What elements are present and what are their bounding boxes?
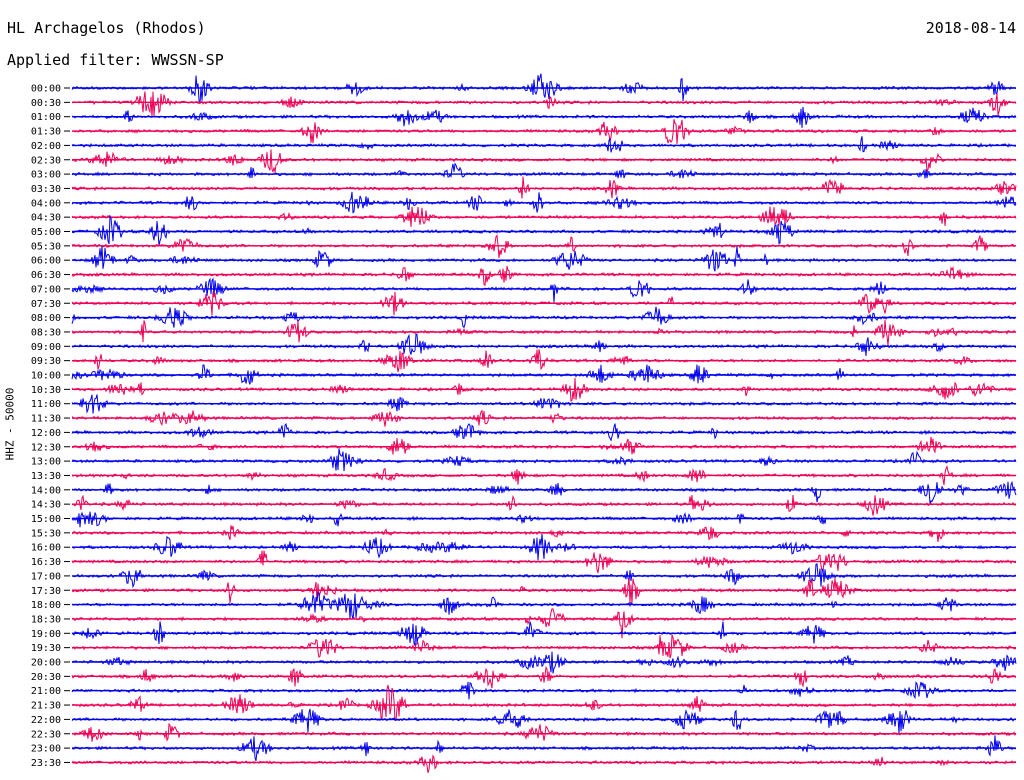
time-tick-label: 07:30 xyxy=(31,299,61,310)
seismic-trace xyxy=(71,665,1017,689)
seismic-trace xyxy=(71,578,1017,604)
time-tick-label: 10:30 xyxy=(31,385,61,396)
time-tick-label: 17:30 xyxy=(31,586,61,597)
time-tick-label: 14:30 xyxy=(31,500,61,511)
seismic-trace xyxy=(71,722,1017,742)
time-tick-label: 12:00 xyxy=(31,428,61,439)
time-tick-label: 18:00 xyxy=(31,600,61,611)
time-tick-label: 06:00 xyxy=(31,256,61,267)
seismic-trace xyxy=(71,176,1017,199)
time-tick-label: 15:30 xyxy=(31,528,61,539)
time-tick-label: 01:00 xyxy=(31,112,61,123)
seismic-trace xyxy=(71,149,1017,174)
time-tick-label: 16:30 xyxy=(31,557,61,568)
station-title: HL Archagelos (Rhodos) xyxy=(7,19,206,37)
time-tick-label: 11:30 xyxy=(31,414,61,425)
seismic-trace xyxy=(71,245,1017,272)
time-tick-label: 13:00 xyxy=(31,457,61,468)
seismic-trace xyxy=(71,162,1017,179)
time-tick-label: 23:00 xyxy=(31,744,61,755)
seismic-trace xyxy=(71,591,1017,620)
time-tick-label: 13:30 xyxy=(31,471,61,482)
time-tick-label: 12:30 xyxy=(31,442,61,453)
date-label: 2018-08-14 xyxy=(925,19,1016,37)
time-tick-label: 00:30 xyxy=(31,98,61,109)
time-tick-label: 05:30 xyxy=(31,241,61,252)
seismic-trace xyxy=(71,634,1017,659)
time-tick-label: 08:30 xyxy=(31,327,61,338)
seismic-trace xyxy=(71,277,1017,303)
seismic-trace xyxy=(71,91,1017,118)
time-tick-label: 04:30 xyxy=(31,213,61,224)
filter-label: Applied filter: WWSSN-SP xyxy=(7,51,224,69)
time-tick-label: 02:30 xyxy=(31,155,61,166)
seismic-trace xyxy=(71,754,1017,773)
time-tick-label: 22:00 xyxy=(31,715,61,726)
time-tick-label: 05:00 xyxy=(31,227,61,238)
time-tick-label: 09:00 xyxy=(31,342,61,353)
time-tick-label: 04:00 xyxy=(31,198,61,209)
time-tick-label: 06:30 xyxy=(31,270,61,281)
time-tick-label: 22:30 xyxy=(31,729,61,740)
seismic-trace xyxy=(71,332,1017,356)
time-tick-label: 19:00 xyxy=(31,629,61,640)
time-tick-label: 18:30 xyxy=(31,614,61,625)
seismic-trace xyxy=(71,73,1017,105)
seismic-trace xyxy=(71,511,1017,528)
seismic-trace xyxy=(71,136,1017,153)
time-tick-label: 11:00 xyxy=(31,399,61,410)
seismic-trace xyxy=(71,708,1017,734)
time-tick-label: 03:00 xyxy=(31,170,61,181)
time-tick-label: 21:00 xyxy=(31,686,61,697)
time-tick-label: 14:00 xyxy=(31,485,61,496)
seismic-trace xyxy=(71,234,1016,259)
time-tick-label: 16:00 xyxy=(31,543,61,554)
time-tick-label: 03:30 xyxy=(31,184,61,195)
time-tick-label: 20:00 xyxy=(31,658,61,669)
seismic-trace xyxy=(71,436,1017,455)
time-tick-label: 00:00 xyxy=(31,84,61,95)
seismic-trace xyxy=(71,525,1017,543)
time-tick-label: 23:30 xyxy=(31,758,61,769)
time-tick-label: 17:00 xyxy=(31,571,61,582)
time-tick-label: 19:30 xyxy=(31,643,61,654)
time-tick-label: 08:00 xyxy=(31,313,61,324)
time-tick-label: 09:30 xyxy=(31,356,61,367)
time-tick-label: 20:30 xyxy=(31,672,61,683)
time-tick-label: 02:00 xyxy=(31,141,61,152)
time-tick-label: 21:30 xyxy=(31,701,61,712)
seismic-trace xyxy=(71,448,1017,472)
time-tick-label: 10:00 xyxy=(31,371,61,382)
seismic-trace xyxy=(71,494,1017,516)
time-tick-label: 01:30 xyxy=(31,127,61,138)
time-tick-label: 07:00 xyxy=(31,284,61,295)
time-tick-label: 15:00 xyxy=(31,514,61,525)
